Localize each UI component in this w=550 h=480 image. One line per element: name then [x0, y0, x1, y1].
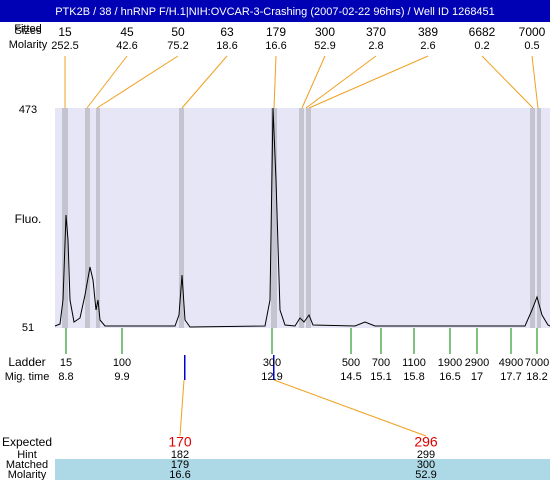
expected-matched: 300	[417, 459, 435, 471]
peak-link	[96, 55, 179, 109]
ladder-label: Ladder	[8, 355, 45, 369]
peak-size: 300	[315, 25, 335, 39]
title: PTK2B / 38 / hnRNP F/H.1|NIH:OVCAR-3-Cra…	[55, 6, 495, 18]
expected-molarity: 16.6	[169, 469, 190, 480]
peak-molarity: 18.6	[216, 40, 237, 52]
peak-molarity: 16.6	[265, 40, 286, 52]
peak-size: 50	[171, 25, 185, 39]
mig-time: 8.8	[58, 371, 73, 383]
peak-molarity: 0.2	[474, 40, 489, 52]
ladder-size: 1900	[438, 357, 462, 369]
peak-size: 370	[366, 25, 386, 39]
mig-time: 16.5	[439, 371, 460, 383]
peak-size: 15	[58, 25, 72, 39]
y-max: 473	[19, 104, 37, 116]
peak-size: 45	[120, 25, 134, 39]
peak-size: 7000	[519, 25, 546, 39]
peak-link	[301, 55, 326, 109]
peak-molarity: 42.6	[116, 40, 137, 52]
mig-time: 15.1	[370, 371, 391, 383]
expected-links	[179, 379, 427, 437]
mig-time: 15.8	[403, 371, 424, 383]
peak-molarity: 2.6	[420, 40, 435, 52]
y-min: 51	[22, 322, 34, 334]
peak-molarity: 52.9	[314, 40, 335, 52]
row-label: Hint	[17, 449, 37, 461]
peak-link	[86, 55, 128, 109]
ladder-size: 2900	[465, 357, 489, 369]
peak-bands	[62, 108, 541, 328]
fitted-label: Fitted	[14, 23, 42, 35]
row-label: Molarity	[8, 469, 47, 480]
peak-size: 179	[266, 25, 286, 39]
expected-expected: 296	[414, 434, 438, 450]
expected-hint: 182	[171, 449, 189, 461]
peak-link	[308, 55, 429, 109]
molarity-label: Molarity	[9, 39, 48, 51]
mig-time: 14.5	[340, 371, 361, 383]
peak-molarity: 2.8	[368, 40, 383, 52]
ladder-size: 15	[60, 357, 72, 369]
expected-matched: 179	[171, 459, 189, 471]
expected-expected: 170	[168, 434, 192, 450]
mig-time: 9.9	[114, 371, 129, 383]
title-bar	[0, 0, 550, 22]
peak-link	[531, 55, 539, 109]
expected-marker	[273, 355, 275, 380]
y-label: Fluo.	[15, 212, 42, 226]
time-label: Mig. time	[5, 371, 50, 383]
ladder-size: 4900	[499, 357, 523, 369]
trace	[54, 107, 550, 328]
expected-marker	[184, 355, 186, 380]
peak-size: 63	[220, 25, 234, 39]
peak-molarity: 0.5	[524, 40, 539, 52]
row-label: Matched	[6, 459, 48, 471]
ladder-size: 100	[113, 357, 131, 369]
row-label: Expected	[2, 435, 52, 449]
mig-time: 12.9	[261, 371, 282, 383]
ladder-size: 700	[372, 357, 390, 369]
expected-molarity: 52.9	[415, 469, 436, 480]
expected-hint: 299	[417, 449, 435, 461]
peak-link	[273, 55, 277, 109]
mig-time: 18.2	[526, 371, 547, 383]
ladder-size: 500	[342, 357, 360, 369]
peak-molarity: 252.5	[51, 40, 79, 52]
ladder-size: 7000	[525, 357, 549, 369]
sizes-label: Sizes	[15, 25, 42, 37]
peak-link	[481, 55, 534, 109]
peak-link	[305, 55, 377, 109]
ladder-size: 300	[263, 357, 281, 369]
mig-time: 17	[471, 371, 483, 383]
peak-link	[181, 55, 228, 109]
peak-size: 6682	[469, 25, 496, 39]
ladder-size: 1100	[402, 357, 426, 369]
highlight-rows	[55, 459, 550, 480]
mig-time: 17.7	[500, 371, 521, 383]
peak-size: 389	[418, 25, 438, 39]
peak-molarity: 75.2	[167, 40, 188, 52]
